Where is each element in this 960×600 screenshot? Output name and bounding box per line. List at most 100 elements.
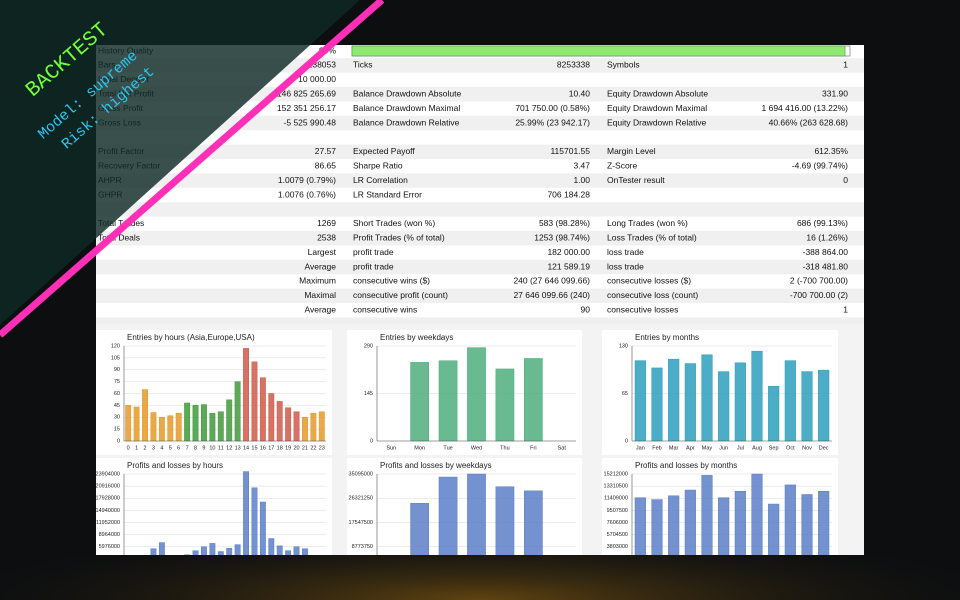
chart-title: Profits and losses by months: [635, 461, 737, 470]
stat-label: Balance Drawdown Maximal: [353, 103, 460, 113]
stat-value: 1: [843, 304, 848, 314]
bar: [524, 490, 543, 555]
stat-value: -318 481.80: [803, 261, 849, 271]
bar: [668, 358, 680, 442]
x-tick-label: 10: [209, 445, 215, 451]
x-tick-label: 22: [310, 445, 316, 451]
stat-value: 146 825 265.69: [277, 88, 336, 98]
stat-label: profit trade: [353, 261, 394, 271]
stat-label: Long Trades (won %): [607, 218, 688, 228]
stat-label: Balance Drawdown Relative: [353, 117, 460, 127]
bar: [150, 412, 157, 442]
bar: [276, 401, 283, 442]
bar: [201, 404, 207, 442]
stat-value: 2 (-700 700.00): [790, 276, 848, 286]
stat-label: OnTester result: [607, 175, 665, 185]
bar: [801, 371, 813, 442]
stat-value: 27.57: [315, 146, 337, 156]
y-tick-label: 11409000: [604, 496, 628, 502]
bar: [243, 471, 249, 555]
bar: [651, 499, 663, 555]
stat-value: 90: [581, 304, 591, 314]
stat-label: consecutive losses: [607, 304, 678, 314]
chart-title: Profits and losses by weekdays: [380, 461, 492, 470]
stat-value: 2538: [317, 232, 336, 242]
stat-value: -700 700.00 (2): [790, 290, 848, 300]
bar: [751, 350, 763, 442]
bar: [234, 381, 241, 442]
bar: [495, 486, 515, 555]
x-tick-label: 9: [202, 445, 205, 451]
stat-value: 583 (98.28%): [539, 218, 590, 228]
bar: [142, 389, 148, 442]
x-tick-label: 6: [177, 445, 180, 451]
stat-value: 152 351 256.17: [277, 103, 336, 113]
y-tick-label: 5976000: [99, 544, 120, 550]
y-tick-label: 65: [622, 391, 628, 397]
bar: [285, 550, 292, 555]
stat-label: Z-Score: [607, 160, 638, 170]
bar: [276, 545, 283, 555]
bar: [175, 413, 182, 442]
bar: [651, 367, 663, 442]
bar: [302, 417, 308, 442]
x-tick-label: 17: [268, 445, 274, 451]
stat-value: -4.69 (99.74%): [792, 160, 848, 170]
banner-bg: [0, 0, 360, 325]
x-tick-label: Jan: [636, 445, 645, 451]
x-tick-label: Oct: [786, 445, 795, 451]
bar: [718, 371, 730, 442]
x-tick-label: Sat: [558, 445, 567, 451]
stat-value: Average: [304, 261, 336, 271]
stat-label: Sharpe Ratio: [353, 160, 403, 170]
bar: [634, 497, 646, 555]
x-tick-label: Jun: [719, 445, 728, 451]
bar: [818, 369, 830, 442]
row-shade: [96, 87, 864, 102]
bar: [192, 550, 199, 555]
bar: [184, 402, 191, 442]
stat-label: Total Deals: [98, 232, 140, 242]
y-tick-label: 30: [114, 415, 120, 421]
y-tick-label: 0: [625, 438, 628, 444]
stat-value: 1269: [317, 218, 336, 228]
chart-title: Entries by hours (Asia,Europe,USA): [127, 333, 255, 342]
stat-label: Margin Level: [607, 146, 656, 156]
stat-label: Equity Drawdown Absolute: [607, 88, 708, 98]
y-tick-label: 0: [117, 438, 120, 444]
x-tick-label: Mon: [414, 445, 425, 451]
bar: [718, 497, 730, 555]
stat-value: Maximal: [304, 290, 336, 300]
row-shade: [96, 144, 864, 159]
stat-label: Equity Drawdown Relative: [607, 117, 706, 127]
y-tick-label: 3803000: [607, 544, 628, 550]
x-tick-label: Sun: [386, 445, 396, 451]
stat-value: 40.66% (263 628.68): [769, 117, 849, 127]
row-shade: [96, 115, 864, 131]
bar: [293, 546, 300, 555]
stat-value: -388 864.00: [803, 247, 849, 257]
banner: BACKTEST Model: supreme Risk: highest: [0, 0, 385, 338]
bar: [734, 491, 746, 555]
row-shade: [96, 231, 864, 246]
stat-label: profit trade: [353, 247, 394, 257]
bar: [818, 491, 830, 555]
stat-value: 1: [843, 60, 848, 70]
y-tick-label: 26321250: [349, 496, 373, 502]
bar: [192, 405, 199, 442]
stat-value: 182 000.00: [547, 247, 590, 257]
x-tick-label: Feb: [652, 445, 661, 451]
y-tick-label: 5704500: [607, 532, 628, 538]
y-tick-label: 9507500: [607, 508, 628, 514]
y-tick-label: 60: [114, 391, 120, 397]
stat-value: 3.47: [573, 160, 590, 170]
x-tick-label: 8: [194, 445, 197, 451]
stat-label: Equity Drawdown Maximal: [607, 103, 707, 113]
bar: [410, 503, 429, 555]
stat-label: Total Trades: [98, 218, 144, 228]
bar: [201, 546, 207, 555]
bar: [209, 413, 216, 442]
bar: [184, 554, 191, 555]
